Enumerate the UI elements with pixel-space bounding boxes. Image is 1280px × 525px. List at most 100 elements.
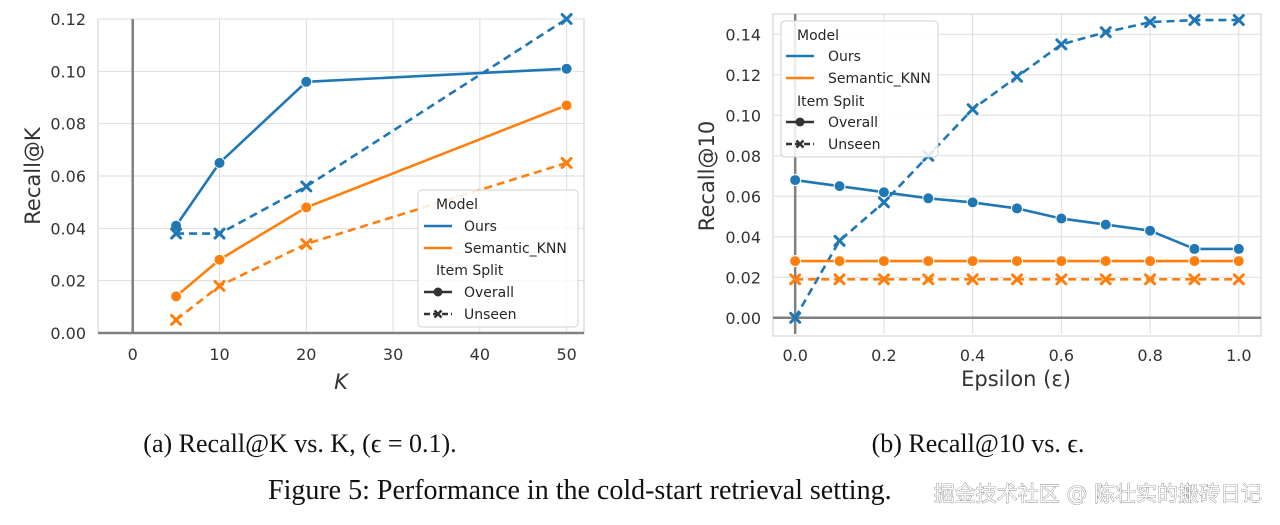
b-point [966,196,979,209]
b-point [1144,273,1157,286]
b-point [966,273,979,286]
b-point [877,186,890,199]
subcaption-a: (a) Recall@K vs. K, (ϵ = 0.1). [143,429,456,458]
b-point [1232,242,1245,255]
a-point [170,227,183,240]
chart-a-x-axis-label: K [334,370,350,394]
b-point [1099,218,1112,231]
b-point [1144,255,1157,268]
chart-b-legend-overall-marker [795,117,805,127]
a-point [300,75,313,88]
a-y-tick-label: 0.08 [50,115,86,134]
chart-a-legend-unseen: Unseen [464,307,517,323]
b-point [877,273,890,286]
a-point [213,156,226,169]
b-point [922,255,935,268]
chart-b-x-tick-labels: 0.0 0.2 0.4 0.6 0.8 1.0 [782,346,1251,365]
b-x-tick-label: 0.8 [1137,346,1162,365]
b-point [833,273,846,286]
chart-b-legend-knn: Semantic_KNN [828,71,931,87]
b-point [966,255,979,268]
chart-b: 0.000.020.040.060.080.100.120.14 0.0 0.2 0… [695,13,1262,391]
chart-b-legend-unseen: Unseen [828,137,881,153]
a-point [300,201,313,214]
chart-b-legend-split-title: Item Split [797,94,865,110]
a-series-line-2 [175,104,568,298]
chart-b-y-axis-label: Recall@10 [695,121,719,231]
chart-a-legend-model-title: Model [436,197,478,213]
b-y-tick-label: 0.12 [725,66,761,85]
a-series-line-1 [176,17,568,235]
b-y-tick-label: 0.10 [725,106,761,125]
chart-a-legend-split-title: Item Split [436,263,504,279]
b-point [1188,273,1201,286]
b-point [1055,255,1068,268]
b-point [1144,224,1157,237]
b-point [1232,273,1245,286]
chart-b-legend-overall: Overall [828,115,878,131]
b-point [789,311,802,324]
a-point [560,62,573,75]
b-point [1232,14,1245,27]
a-y-tick-label: 0.04 [50,219,86,238]
b-point [789,255,802,268]
a-y-tick-label: 0.06 [50,167,86,186]
b-point [1055,38,1068,51]
chart-a-legend-box [417,189,579,328]
b-point [1188,255,1201,268]
b-point [922,192,935,205]
a-point [300,180,313,193]
b-point [966,103,979,116]
chart-b-legend-model-title: Model [797,28,839,44]
chart-b-y-tick-labels: 0.00 0.02 0.04 0.06 0.08 0.10 0.12 0.14 [725,25,761,328]
chart-a-legend-overall: Overall [464,285,514,301]
chart-a-legend-overall-marker [433,287,443,297]
b-y-tick-label: 0.14 [725,25,761,44]
a-y-tick-label: 0.10 [50,62,86,81]
b-x-tick-label: 1.0 [1226,346,1251,365]
a-point [213,253,226,266]
chart-a-legend: Model Ours Semantic_KNN Item Split Overa… [417,189,579,328]
b-point [1055,273,1068,286]
a-point [170,219,183,232]
b-point [1011,255,1023,268]
chart-a-y-axis-label: Recall@K [21,126,45,225]
b-point [1011,273,1023,286]
chart-a-legend-unseen-marker [433,309,443,319]
a-point [300,238,313,251]
chart-a-legend-ours: Ours [464,219,497,235]
a-point [560,156,573,169]
b-point [1188,14,1201,27]
figure-caption: Figure 5: Performance in the cold-start … [268,475,892,506]
b-x-tick-label: 0.4 [960,346,985,365]
b-point [833,255,846,268]
b-point [1055,212,1068,225]
b-point [833,180,846,193]
b-point [1232,255,1245,268]
b-point [877,255,890,268]
chart-a-legend-knn: Semantic_KNN [464,241,567,257]
a-point [170,290,183,303]
a-x-tick-label: 30 [383,345,403,364]
a-x-tick-label: 40 [470,345,490,364]
chart-b-legend: Model Ours Semantic_KNN Item Split Overa… [780,20,939,158]
b-x-tick-label: 0.6 [1049,346,1074,365]
b-y-tick-label: 0.00 [725,309,761,328]
b-point [877,196,890,209]
a-point [170,313,183,326]
subcaption-b: (b) Recall@10 vs. ϵ. [872,429,1085,458]
b-point [1099,273,1112,286]
a-x-tick-label: 50 [556,345,576,364]
a-y-tick-label: 0.12 [50,10,86,29]
b-y-tick-label: 0.08 [725,147,761,166]
a-point [213,279,226,292]
chart-b-series [789,14,1245,324]
chart-b-legend-box [780,20,939,158]
a-point [213,227,226,240]
b-y-tick-label: 0.06 [725,187,761,206]
a-series-line-0 [175,67,567,227]
b-y-tick-label: 0.04 [725,228,761,247]
b-point [833,234,846,247]
b-x-tick-label: 0.2 [871,346,896,365]
a-y-tick-label: 0.00 [50,324,86,343]
